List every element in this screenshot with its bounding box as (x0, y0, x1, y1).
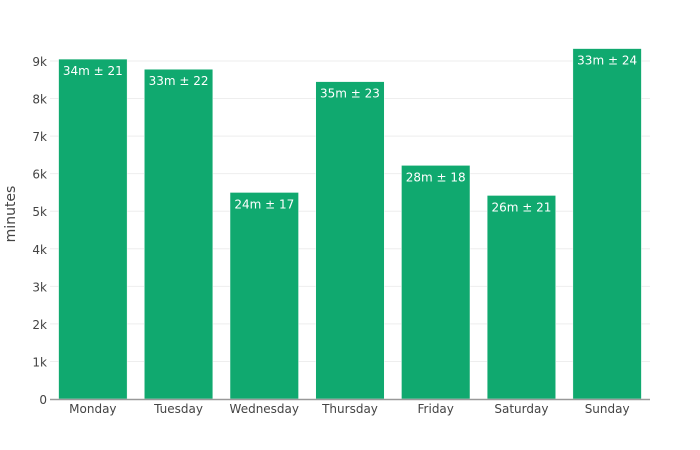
bar-wednesday (229, 192, 299, 400)
y-tick-label: 4k (32, 243, 47, 257)
bar-tuesday (144, 68, 214, 400)
bar-value-label: 33m ± 22 (149, 74, 209, 88)
x-tick-label: Friday (418, 402, 454, 416)
bar-value-label: 33m ± 24 (577, 54, 637, 68)
y-tick-label: 2k (32, 318, 47, 332)
x-tick-label: Sunday (585, 402, 630, 416)
y-tick-label: 5k (32, 205, 47, 219)
bar-friday (401, 165, 471, 400)
bar-value-label: 28m ± 18 (406, 170, 466, 184)
bar-sunday (572, 48, 642, 400)
y-tick-label: 8k (32, 93, 47, 107)
y-axis-ticks: 0 1k 2k 3k 4k 5k 6k 7k 8k 9k (32, 55, 47, 407)
x-axis-ticks: Monday Tuesday Wednesday Thursday Friday Satu… (69, 402, 629, 416)
y-tick-label: 1k (32, 355, 47, 369)
bar-value-label: 34m ± 21 (63, 64, 123, 78)
bars: 34m ± 21 33m ± 22 24m ± 17 35m ± 23 28m ± 18… (58, 48, 642, 400)
x-tick-label: Monday (69, 402, 116, 416)
y-tick-label: 3k (32, 280, 47, 294)
x-tick-label: Tuesday (153, 402, 203, 416)
y-axis-title: minutes (3, 186, 19, 243)
bar-value-label: 35m ± 23 (320, 87, 380, 101)
y-tick-label: 6k (32, 168, 47, 182)
bar-thursday (315, 81, 385, 400)
x-tick-label: Thursday (321, 402, 378, 416)
bar-saturday (486, 195, 556, 400)
x-tick-label: Saturday (494, 402, 548, 416)
y-tick-label: 9k (32, 55, 47, 69)
x-tick-label: Wednesday (230, 402, 299, 416)
y-tick-label: 7k (32, 130, 47, 144)
bar-monday (58, 58, 128, 400)
bar-value-label: 26m ± 21 (491, 200, 551, 214)
bar-value-label: 24m ± 17 (234, 197, 294, 211)
y-tick-label: 0 (39, 393, 47, 407)
